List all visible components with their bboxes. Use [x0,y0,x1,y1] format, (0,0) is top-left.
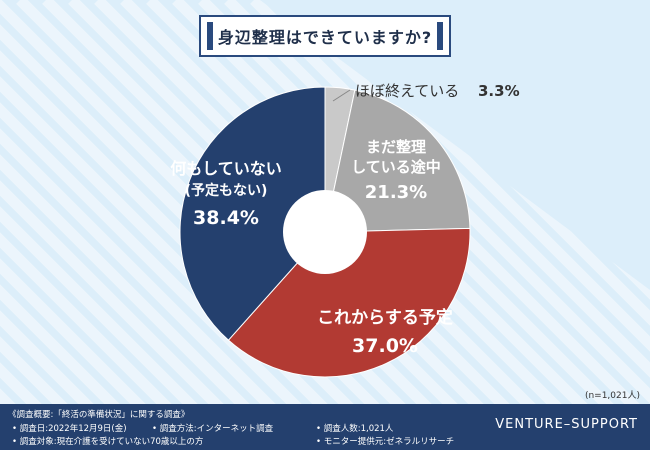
survey-overview: 《調査概要:「終活の準備状況」に関する調査》 [8,410,190,420]
value-mada-seiri: 21.3% [365,182,427,203]
value-hobo-oeteiru: 3.3% [478,82,520,100]
stripe [0,0,292,404]
pie-slice-2 [227,227,471,378]
stripe [0,0,214,404]
stripe [0,0,136,404]
survey-provider: • モニター提供元:ゼネラルリサーチ [316,437,455,447]
stripe [276,0,650,404]
pie-slice-1 [324,89,471,233]
stripe [0,0,318,404]
label-mada-seiri-line2: している途中 [351,158,441,176]
stripe [0,0,240,404]
chart-title: 身辺整理はできていますか? [217,28,433,47]
label-mada-seiri-line1: まだ整理 [366,138,426,156]
stripe [0,0,188,404]
stripe [0,0,370,404]
label-hobo-oeteiru: ほぼ終えている [355,82,459,100]
stripe [0,0,84,404]
leader-line [332,89,351,102]
donut-hole [283,190,367,274]
stripe [0,0,344,404]
value-nanimo: 38.4% [193,207,259,229]
title-box: 身辺整理はできていますか? [199,15,451,57]
stripe [0,0,162,404]
label-korekara: これからする予定 [317,307,453,328]
survey-date: • 調査日:2022年12月9日(金) [12,424,127,434]
stripe [0,0,110,404]
survey-method: • 調査方法:インターネット調査 [152,424,274,434]
label-nanimo-line2: (予定もない) [185,182,268,199]
stripe [250,0,650,404]
pie-slice-3 [179,86,326,341]
sample-size-note: (n=1,021人) [584,391,640,401]
value-korekara: 37.0% [352,335,418,357]
survey-count: • 調査人数:1,021人 [316,424,394,434]
footer: 《調査概要:「終活の準備状況」に関する調査》 • 調査日:2022年12月9日(… [0,404,650,450]
stripe [0,0,266,404]
label-nanimo-line1: 何もしていない [170,159,282,178]
brand-logo: VENTURE–SUPPORT [495,417,638,432]
survey-target: • 調査対象:現在介護を受けていない70歳以上の方 [12,437,204,447]
